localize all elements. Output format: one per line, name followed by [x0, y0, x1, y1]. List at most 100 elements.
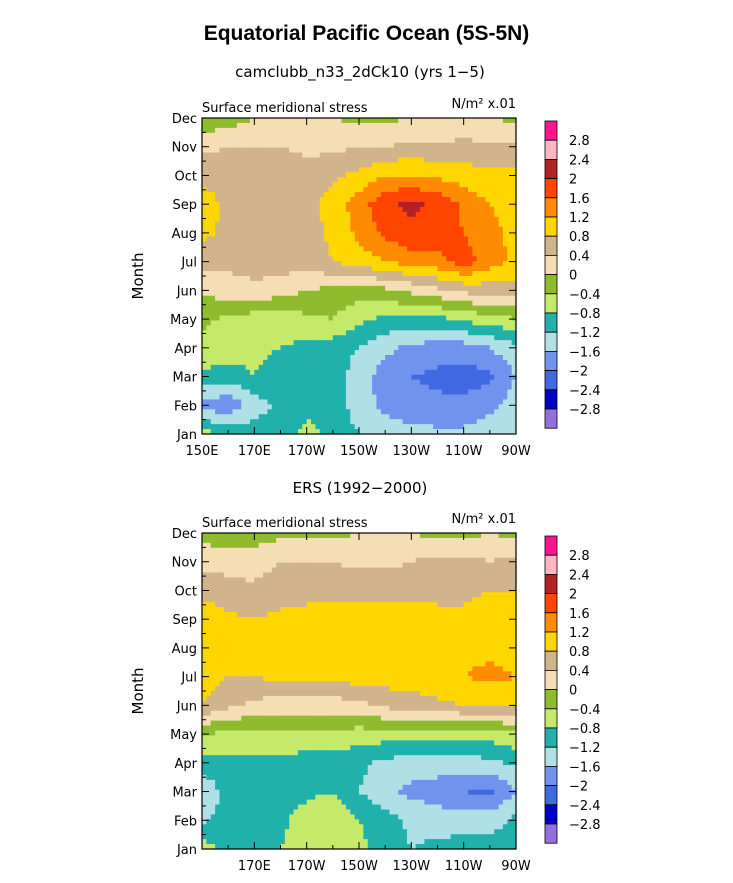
panel-2-cell [446, 542, 452, 549]
panel-1-cell [332, 310, 338, 317]
panel-1-cell [319, 192, 325, 198]
panel-1-cell [428, 379, 434, 386]
panel-2-cell [236, 537, 242, 544]
panel-2-cell [332, 537, 338, 544]
panel-1-cell [206, 122, 212, 129]
panel-1-cell [385, 305, 391, 312]
panel-1-colorbar-label: −1.6 [569, 345, 601, 360]
panel-1-cell [472, 206, 478, 213]
panel-1-cell [389, 335, 395, 341]
panel-1-cell [476, 374, 482, 381]
panel-1-cell [271, 359, 277, 366]
panel-1-cell [468, 419, 473, 425]
panel-1-cell [380, 419, 386, 425]
panel-1-cell [363, 340, 369, 346]
panel-1-cell [489, 256, 495, 262]
panel-1-cell [420, 162, 426, 168]
panel-1-cell [202, 256, 207, 262]
panel-1-cell [424, 256, 430, 262]
panel-1-cell [202, 182, 207, 188]
panel-1-cell [459, 216, 465, 223]
panel-1-cell [289, 295, 295, 302]
panel-1-cell [507, 187, 513, 193]
panel-1-cell [345, 276, 351, 282]
panel-1-cell [210, 429, 216, 435]
panel-1-cell [223, 132, 229, 139]
panel-1-cell [437, 266, 443, 272]
panel-1-cell [254, 290, 260, 297]
panel-1-cell [406, 147, 412, 154]
panel-1-cell [376, 182, 382, 188]
panel-1-cell [324, 320, 330, 326]
panel-1-cell [354, 389, 360, 396]
panel-1-cell [284, 340, 290, 346]
panel-1-cell [450, 206, 456, 213]
panel-1-cell [297, 369, 303, 376]
panel-1-cell [228, 142, 234, 149]
panel-1-cell [393, 216, 399, 223]
panel-1-cell [319, 122, 325, 129]
panel-1-cell [433, 340, 439, 346]
panel-1-cell [424, 359, 430, 366]
panel-1-cell [324, 167, 330, 173]
panel-1-cell [428, 310, 434, 317]
panel-1-cell [415, 355, 421, 361]
panel-1-cell [324, 345, 330, 351]
panel-1-colorbar-box [544, 370, 558, 391]
panel-1-cell [481, 335, 487, 341]
panel-1-cell [433, 335, 439, 341]
panel-1-cell [332, 290, 338, 297]
panel-1-cell [210, 335, 216, 341]
panel-1-cell [254, 374, 260, 381]
panel-1-cell [454, 162, 460, 168]
panel-1-cell [380, 216, 386, 223]
panel-1-cell [354, 300, 360, 307]
panel-1-cell [241, 350, 247, 356]
panel-1-cell [241, 122, 247, 129]
panel-1-cell [297, 132, 303, 139]
panel-1-cell [428, 364, 434, 371]
panel-1-cell [311, 340, 316, 346]
panel-1-cell [219, 424, 225, 430]
panel-1-cell [345, 271, 351, 277]
panel-1-cell [293, 364, 299, 371]
panel-1-cell [459, 231, 465, 238]
panel-1-cell [271, 251, 277, 257]
panel-1-cell [420, 300, 426, 307]
panel-1-cell [468, 251, 473, 257]
panel-2-cell [297, 533, 303, 539]
panel-1-cell [428, 236, 434, 243]
panel-1-cell [345, 182, 351, 188]
panel-1-cell [341, 350, 347, 356]
panel-1-cell [263, 147, 269, 154]
panel-1-cell [398, 285, 404, 292]
panel-1-cell [254, 216, 260, 223]
panel-1-colorbar-box [544, 197, 558, 218]
panel-1-cell [254, 206, 260, 213]
panel-1-cell [376, 127, 382, 134]
panel-1-cell [302, 206, 308, 213]
panel-1-cell [468, 216, 473, 223]
panel-1-cell [502, 345, 508, 351]
panel-1-cell [219, 305, 225, 312]
panel-1-cell [380, 280, 386, 287]
panel-1-cell [411, 350, 417, 356]
panel-1-cell [223, 340, 229, 346]
panel-1-cell [428, 330, 434, 336]
panel-1-cell [215, 157, 221, 164]
panel-1-cell [280, 280, 286, 287]
panel-1-cell [420, 206, 426, 213]
panel-1-cell [502, 216, 508, 223]
panel-1-cell [332, 221, 338, 228]
panel-1-cell [324, 152, 330, 159]
panel-1-cell [297, 127, 303, 134]
panel-1-cell [354, 137, 360, 144]
panel-1-cell [354, 231, 360, 238]
panel-1-cell [337, 216, 343, 223]
panel-1-cell [398, 118, 404, 124]
panel-2-cell [511, 533, 517, 539]
panel-1-cell [332, 295, 338, 302]
panel-1-cell [332, 177, 338, 183]
panel-1-cell [228, 246, 234, 252]
panel-1-cell [297, 419, 303, 425]
